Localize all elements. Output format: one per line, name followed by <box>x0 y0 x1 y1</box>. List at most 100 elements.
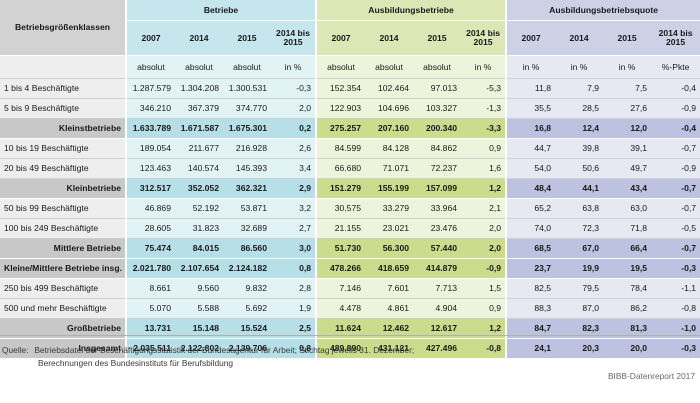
table-cell: 152.354 <box>315 78 366 99</box>
table-cell: 86.560 <box>223 238 271 259</box>
table-cell: 50,6 <box>555 158 604 179</box>
table-cell: 82,5 <box>505 278 556 299</box>
table-cell: -0,3 <box>651 338 700 359</box>
table-cell: 46.869 <box>125 198 175 219</box>
table-cell: 33.279 <box>365 198 414 219</box>
table-cell: 7,9 <box>555 78 604 99</box>
report-credit: BIBB-Datenreport 2017 <box>607 371 695 381</box>
table-cell: 1.633.789 <box>125 118 175 139</box>
table-cell: 32.689 <box>223 218 271 239</box>
table-cell: 1.671.587 <box>175 118 223 139</box>
table-cell: 19,5 <box>603 258 652 279</box>
table-cell: 7,5 <box>603 78 652 99</box>
table-cell: 0,8 <box>271 258 317 279</box>
footer-divider <box>0 335 700 336</box>
table-cell: 1,5 <box>461 278 507 299</box>
table-cell: 102.464 <box>365 78 414 99</box>
table-cell: 1,6 <box>461 158 507 179</box>
table-cell: 78,4 <box>603 278 652 299</box>
table-cell: 86,2 <box>603 298 652 319</box>
table-cell: 88,3 <box>505 298 556 319</box>
table-cell: 5.588 <box>175 298 223 319</box>
unit-header: absolut <box>365 55 414 79</box>
year-header: 2007 <box>125 20 175 56</box>
table-cell: 56.300 <box>365 238 414 259</box>
unit-header: %-Pkte <box>651 55 700 79</box>
table-cell: 71.071 <box>365 158 414 179</box>
table-cell: 2.124.182 <box>223 258 271 279</box>
table-cell: 3,0 <box>271 238 317 259</box>
table-cell: 84.862 <box>413 138 462 159</box>
table-cell: 12,4 <box>555 118 604 139</box>
table-cell: 2,7 <box>271 218 317 239</box>
table-cell: 7.601 <box>365 278 414 299</box>
unit-header: in % <box>505 55 556 79</box>
table-cell: 1.287.579 <box>125 78 175 99</box>
table-cell: 207.160 <box>365 118 414 139</box>
table-cell: 2.139.706 <box>223 338 271 359</box>
table-cell: 49,7 <box>603 158 652 179</box>
table-cell: 82,3 <box>555 318 604 339</box>
table-row: 100 bis 249 Beschäftigte 28.605 31.823 32.6… <box>0 218 700 239</box>
table-row-group: Kleinbetriebe 312.517 352.052 362.321 2,9 151… <box>0 178 700 199</box>
unit-header: absolut <box>125 55 175 79</box>
table-cell: 123.463 <box>125 158 175 179</box>
table-cell: 4.904 <box>413 298 462 319</box>
table-cell: 2,6 <box>271 138 317 159</box>
table-cell: 12.462 <box>365 318 414 339</box>
table-cell: 0,8 <box>271 338 317 359</box>
unit-header: absolut <box>315 55 366 79</box>
table-cell: -3,3 <box>461 118 507 139</box>
table-cell: 19,9 <box>555 258 604 279</box>
table-cell: 23,7 <box>505 258 556 279</box>
group-header-ausbildungsbetriebe: Ausbildungsbetriebe <box>315 0 507 21</box>
year-header: 2014 <box>175 20 223 56</box>
unit-blank <box>0 55 126 79</box>
table-cell: 362.321 <box>223 178 271 199</box>
unit-header: absolut <box>175 55 223 79</box>
row-label: 1 bis 4 Beschäftigte <box>0 78 126 99</box>
table-row: 10 bis 19 Beschäftigte 189.054 211.677 216.… <box>0 138 700 159</box>
table-cell: 65,2 <box>505 198 556 219</box>
table-row: 5 bis 9 Beschäftigte 346.210 367.379 374.77… <box>0 98 700 119</box>
table-cell: 84.599 <box>315 138 366 159</box>
table-cell: 1.300.531 <box>223 78 271 99</box>
table-cell: 11,8 <box>505 78 556 99</box>
table-cell: 28,5 <box>555 98 604 119</box>
label-column-header: Betriebsgrößenklassen <box>0 0 126 56</box>
unit-header: in % <box>271 55 317 79</box>
row-label: 500 und mehr Beschäftigte <box>0 298 126 319</box>
table-cell: -0,3 <box>651 258 700 279</box>
year-header: 2014 <box>365 20 414 56</box>
year-header: 2015 <box>603 20 652 56</box>
group-header-quote: Ausbildungsbetriebsquote <box>505 0 700 21</box>
table-cell: 2,0 <box>461 238 507 259</box>
table-cell: 72,3 <box>555 218 604 239</box>
table-cell: 67,0 <box>555 238 604 259</box>
table-cell: 20,0 <box>603 338 652 359</box>
table-cell: 79,5 <box>555 278 604 299</box>
table-cell: 27,6 <box>603 98 652 119</box>
table-cell: 2,0 <box>271 98 317 119</box>
row-label: Mittlere Betriebe <box>0 238 126 259</box>
table-cell: -0,7 <box>651 178 700 199</box>
table-cell: 3,4 <box>271 158 317 179</box>
table-cell: 24,1 <box>505 338 556 359</box>
table-cell: 71,8 <box>603 218 652 239</box>
table-cell: 48,4 <box>505 178 556 199</box>
table-cell: 63,8 <box>555 198 604 219</box>
source-text-2: Berechnungen des Bundesinstituts für Ber… <box>38 358 234 368</box>
table-cell: 87,0 <box>555 298 604 319</box>
table-cell: 66,4 <box>603 238 652 259</box>
table-cell: 39,8 <box>555 138 604 159</box>
table-cell: 54,0 <box>505 158 556 179</box>
table-cell: 5.070 <box>125 298 175 319</box>
table-cell: 7.146 <box>315 278 366 299</box>
table-cell: 8.661 <box>125 278 175 299</box>
table-cell: 15.524 <box>223 318 271 339</box>
table-cell: 0,9 <box>461 298 507 319</box>
table-row-group: Großbetriebe 13.731 15.148 15.524 2,5 11.624 1… <box>0 318 700 339</box>
table-cell: 84.015 <box>175 238 223 259</box>
unit-header: in % <box>461 55 507 79</box>
table-cell: 414.879 <box>413 258 462 279</box>
